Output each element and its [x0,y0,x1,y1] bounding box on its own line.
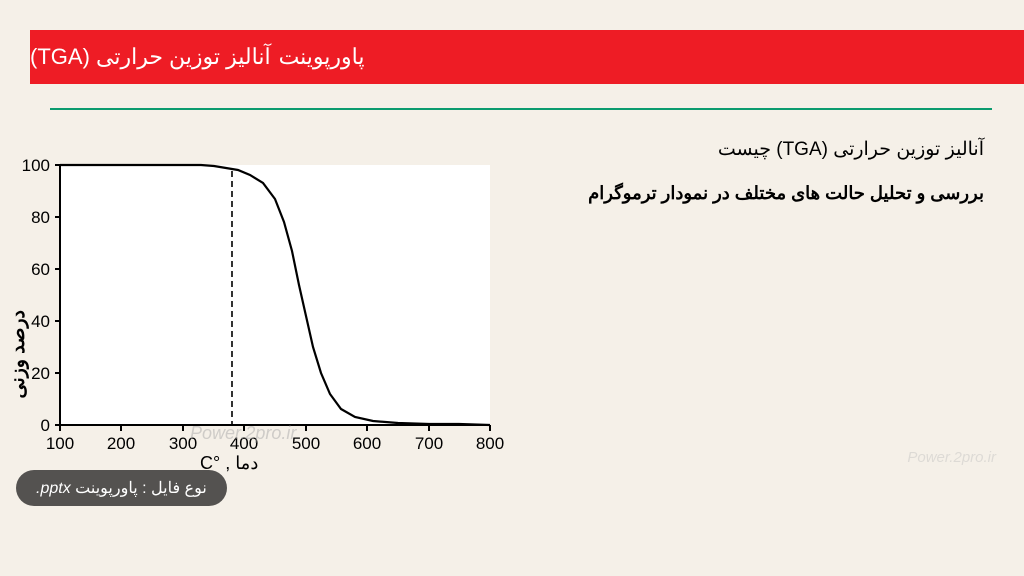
svg-text:600: 600 [353,434,381,453]
title-banner: پاورپوینت آنالیز توزین حرارتی (TGA) [30,30,1024,84]
svg-text:800: 800 [476,434,504,453]
svg-text:100: 100 [46,434,74,453]
svg-text:200: 200 [107,434,135,453]
file-badge-ext: pptx. [36,480,71,497]
watermark-2: Power.2pro.ir [907,449,996,466]
file-badge-label: نوع فایل : [142,480,207,497]
content-text: آنالیز توزین حرارتی (TGA) چیست بررسی و ت… [464,138,984,204]
watermark: Power.2pro.ir [190,423,296,444]
svg-text:60: 60 [31,260,50,279]
tga-chart: 0 20 40 60 80 100 100 200 300 400 500 60… [0,155,510,485]
content-line-2: بررسی و تحلیل حالت های مختلف در نمودار ت… [464,183,984,204]
file-badge-value: پاورپوینت [75,480,138,497]
svg-text:20: 20 [31,364,50,383]
svg-text:700: 700 [415,434,443,453]
divider-line [50,108,992,110]
svg-text:80: 80 [31,208,50,227]
file-type-badge: نوع فایل : پاورپوینت pptx. [16,470,227,506]
content-line-1: آنالیز توزین حرارتی (TGA) چیست [464,138,984,161]
svg-text:0: 0 [41,416,50,435]
svg-text:40: 40 [31,312,50,331]
svg-text:100: 100 [22,156,50,175]
banner-title: آنالیز توزین حرارتی (TGA) [30,44,271,70]
chart-ylabel: درصد وزنی [8,310,30,399]
banner-label: پاورپوینت [279,44,365,70]
